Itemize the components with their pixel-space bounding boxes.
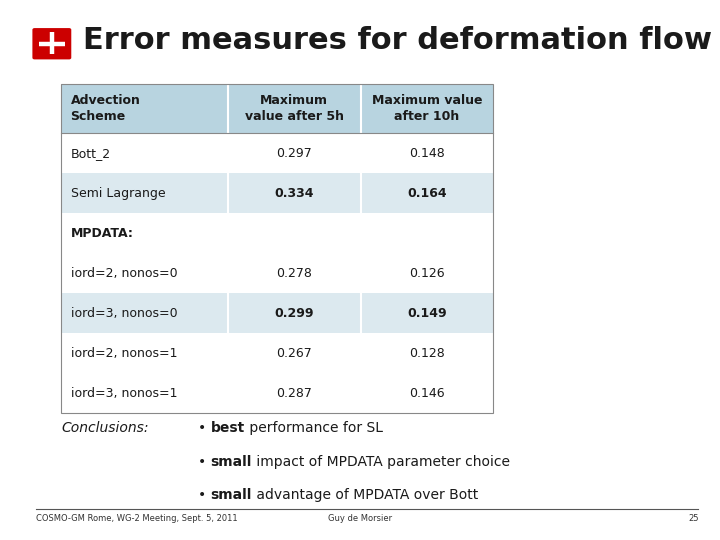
Text: 0.299: 0.299	[274, 307, 314, 320]
Text: MPDATA:: MPDATA:	[71, 227, 133, 240]
FancyBboxPatch shape	[61, 333, 493, 373]
Text: Conclusions:: Conclusions:	[61, 421, 149, 435]
Text: iord=2, nonos=0: iord=2, nonos=0	[71, 267, 177, 280]
Text: small: small	[211, 488, 252, 502]
Text: best: best	[211, 421, 245, 435]
FancyBboxPatch shape	[61, 373, 493, 413]
FancyBboxPatch shape	[61, 253, 493, 293]
FancyBboxPatch shape	[61, 84, 493, 133]
FancyBboxPatch shape	[61, 293, 493, 333]
Text: 0.267: 0.267	[276, 347, 312, 360]
Text: 0.126: 0.126	[409, 267, 445, 280]
Text: Advection
Scheme: Advection Scheme	[71, 94, 140, 123]
Text: iord=3, nonos=0: iord=3, nonos=0	[71, 307, 177, 320]
Text: •: •	[198, 455, 211, 469]
Text: advantage of MPDATA over Bott: advantage of MPDATA over Bott	[252, 488, 478, 502]
Text: •: •	[198, 421, 211, 435]
Text: small: small	[211, 455, 252, 469]
Text: •: •	[198, 488, 211, 502]
Text: Maximum
value after 5h: Maximum value after 5h	[245, 94, 343, 123]
Text: Guy de Morsier: Guy de Morsier	[328, 514, 392, 523]
Text: impact of MPDATA parameter choice: impact of MPDATA parameter choice	[252, 455, 510, 469]
FancyBboxPatch shape	[61, 133, 493, 173]
Text: iord=3, nonos=1: iord=3, nonos=1	[71, 387, 177, 400]
Text: 0.297: 0.297	[276, 147, 312, 160]
Text: 0.164: 0.164	[407, 187, 446, 200]
Text: 0.128: 0.128	[409, 347, 445, 360]
Text: performance for SL: performance for SL	[245, 421, 383, 435]
Text: 0.278: 0.278	[276, 267, 312, 280]
Text: 25: 25	[688, 514, 698, 523]
FancyBboxPatch shape	[61, 173, 493, 213]
Text: 0.146: 0.146	[409, 387, 445, 400]
FancyBboxPatch shape	[32, 28, 71, 59]
Text: 0.148: 0.148	[409, 147, 445, 160]
Text: Semi Lagrange: Semi Lagrange	[71, 187, 165, 200]
Text: Maximum value
after 10h: Maximum value after 10h	[372, 94, 482, 123]
Text: Error measures for deformation flow: Error measures for deformation flow	[83, 26, 712, 55]
FancyBboxPatch shape	[61, 213, 493, 253]
Text: 0.287: 0.287	[276, 387, 312, 400]
Text: iord=2, nonos=1: iord=2, nonos=1	[71, 347, 177, 360]
Text: 0.334: 0.334	[274, 187, 314, 200]
Text: 0.149: 0.149	[407, 307, 446, 320]
Text: Bott_2: Bott_2	[71, 147, 111, 160]
Text: COSMO-GM Rome, WG-2 Meeting, Sept. 5, 2011: COSMO-GM Rome, WG-2 Meeting, Sept. 5, 20…	[36, 514, 238, 523]
